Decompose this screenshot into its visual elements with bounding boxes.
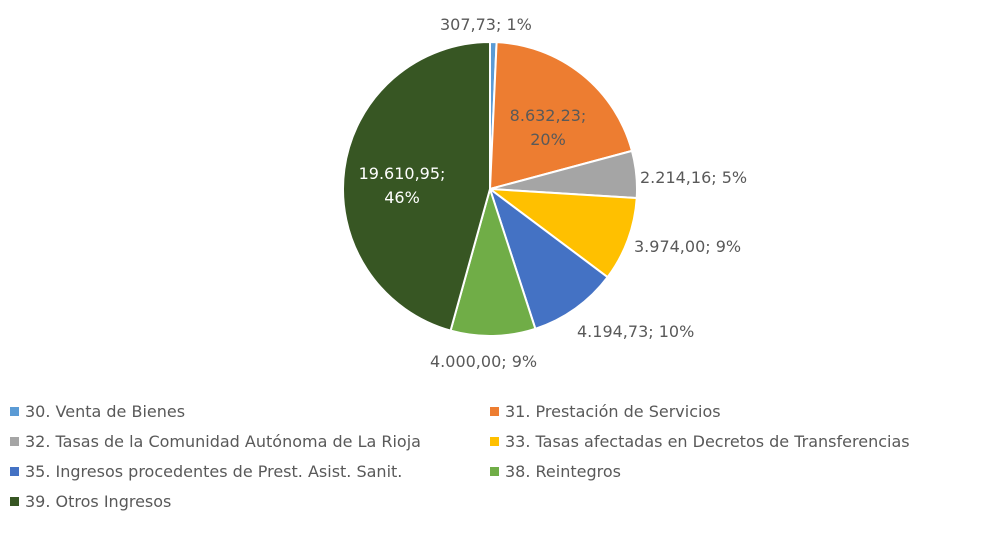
pie-slice <box>488 41 634 191</box>
legend-swatch <box>10 437 19 446</box>
legend-item: 31. Prestación de Servicios <box>490 402 721 422</box>
legend-label: 38. Reintegros <box>505 462 621 481</box>
legend-label: 35. Ingresos procedentes de Prest. Asist… <box>25 462 403 481</box>
legend-label: 39. Otros Ingresos <box>25 492 172 511</box>
data-label: 19.610,95; 46% <box>358 164 446 207</box>
data-label: 8.632,23; 20% <box>509 106 587 149</box>
data-label: 2.214,16; 5% <box>640 168 748 187</box>
data-label: 4.194,73; 10% <box>577 322 695 341</box>
legend-swatch <box>10 467 19 476</box>
legend-swatch <box>10 497 19 506</box>
legend-item: 32. Tasas de la Comunidad Autónoma de La… <box>10 432 421 452</box>
pie-slice <box>449 185 537 337</box>
legend-label: 33. Tasas afectadas en Decretos de Trans… <box>505 432 910 451</box>
legend-label: 30. Venta de Bienes <box>25 402 186 421</box>
pie-slice <box>342 40 491 332</box>
legend-swatch <box>490 437 499 446</box>
legend-label: 31. Prestación de Servicios <box>505 402 721 421</box>
legend-item: 33. Tasas afectadas en Decretos de Trans… <box>490 432 910 452</box>
legend-label: 32. Tasas de la Comunidad Autónoma de La… <box>25 432 421 451</box>
data-label: 307,73; 1% <box>440 15 532 34</box>
legend-item: 30. Venta de Bienes <box>10 402 185 422</box>
data-label: 4.000,00; 9% <box>430 352 538 371</box>
legend-swatch <box>10 407 19 416</box>
legend-swatch <box>490 407 499 416</box>
legend-item: 38. Reintegros <box>490 462 621 482</box>
data-label: 3.974,00; 9% <box>634 237 742 256</box>
pie-slice <box>488 186 610 331</box>
pie-slice <box>486 187 638 279</box>
legend-item: 35. Ingresos procedentes de Prest. Asist… <box>10 462 402 482</box>
legend-item: 39. Otros Ingresos <box>10 492 171 512</box>
legend-swatch <box>490 467 499 476</box>
